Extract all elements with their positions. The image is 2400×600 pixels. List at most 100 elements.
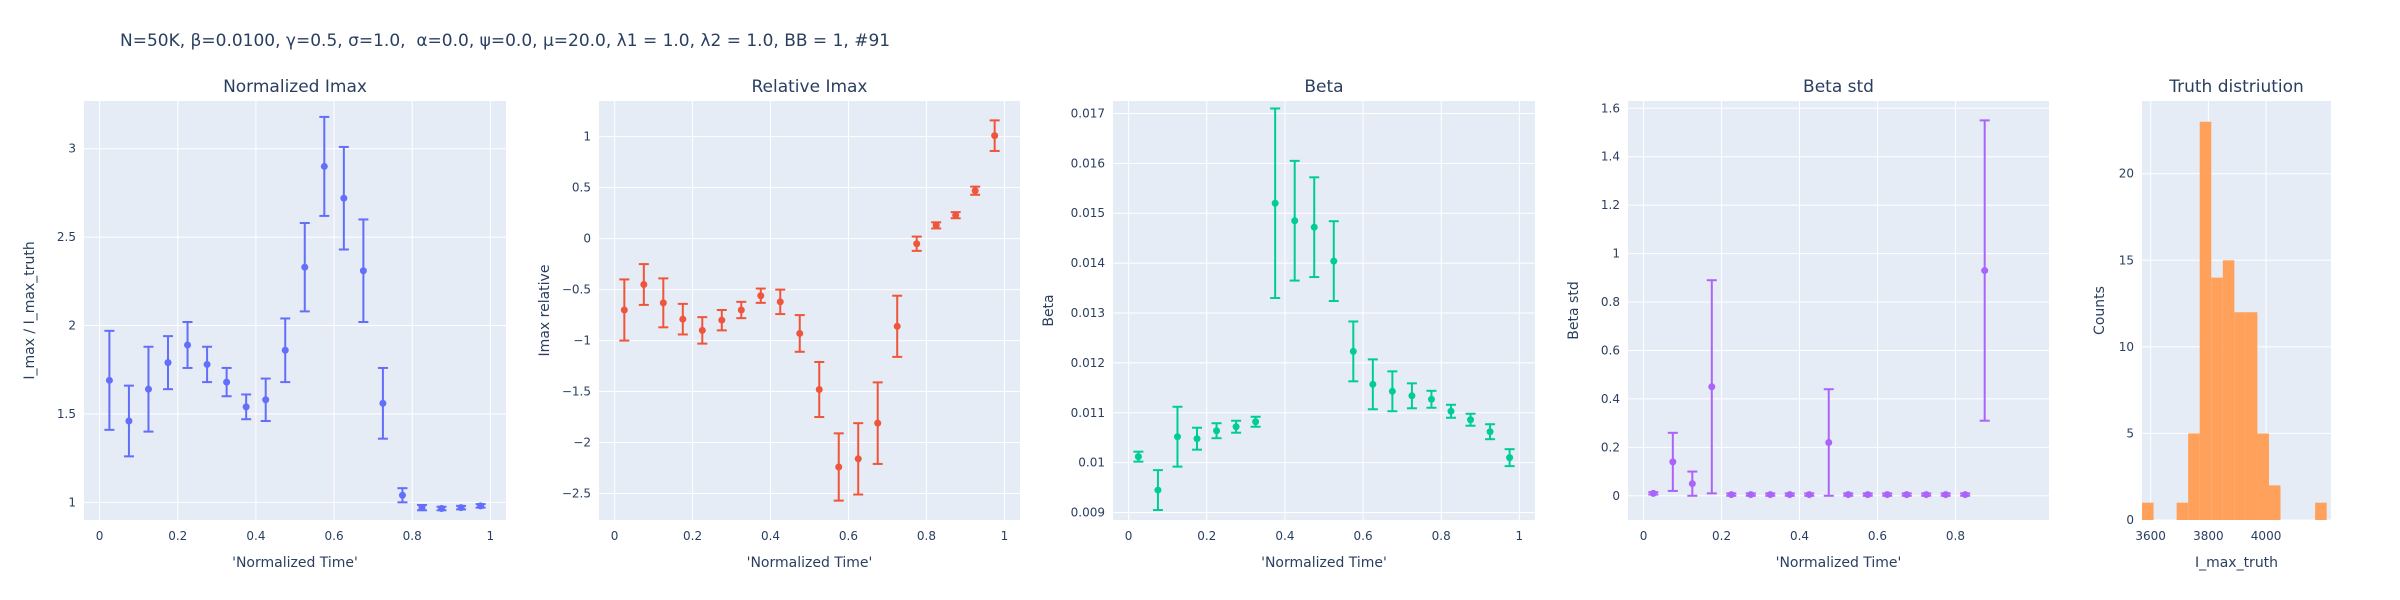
- x-tick-label: 1: [487, 529, 495, 543]
- data-point: [281, 346, 289, 354]
- data-point: [1154, 486, 1162, 494]
- data-point: [1213, 427, 1221, 435]
- subplot-title: Beta: [1304, 77, 1343, 97]
- data-point: [262, 396, 270, 404]
- data-point: [1883, 491, 1891, 499]
- y-tick-label: 15: [2119, 253, 2134, 267]
- histogram-bar: [2268, 485, 2281, 520]
- histogram-bar: [2234, 312, 2246, 520]
- data-point: [1747, 491, 1755, 499]
- y-tick-label: −1: [573, 334, 591, 348]
- y-tick-label: 0.014: [1071, 256, 1105, 270]
- data-point: [1981, 267, 1989, 275]
- data-point: [1291, 217, 1299, 225]
- y-tick-label: 1.5: [57, 407, 76, 421]
- y-axis-title: I_max / I_max_truth: [22, 241, 38, 379]
- x-tick-label: 0.4: [246, 529, 265, 543]
- y-tick-label: 0.4: [1601, 392, 1620, 406]
- x-tick-label: 0.6: [1354, 529, 1373, 543]
- data-point: [418, 504, 426, 512]
- histogram-bar: [2245, 312, 2258, 520]
- x-tick-label: 0: [1125, 529, 1133, 543]
- x-tick-label: 4000: [2251, 529, 2282, 543]
- x-tick-label: 0.4: [1790, 529, 1809, 543]
- data-point: [1844, 491, 1852, 499]
- data-point: [1349, 347, 1357, 355]
- y-tick-label: −2: [573, 436, 591, 450]
- subplot-title: Truth distriution: [2168, 77, 2304, 97]
- data-point: [1310, 223, 1318, 231]
- histogram-bar: [2222, 260, 2235, 520]
- data-point: [1330, 257, 1338, 265]
- data-point: [1942, 491, 1950, 499]
- data-point: [1232, 423, 1240, 431]
- y-tick-label: 0.015: [1071, 206, 1105, 220]
- x-tick-label: 0.2: [1197, 529, 1216, 543]
- plot-background: [1113, 101, 1535, 520]
- x-tick-label: 0.6: [839, 529, 858, 543]
- x-tick-label: 0: [1640, 529, 1648, 543]
- data-point: [1961, 491, 1969, 499]
- data-point: [223, 378, 231, 386]
- x-tick-label: 0.2: [683, 529, 702, 543]
- x-axis-title: 'Normalized Time': [1776, 555, 1902, 571]
- y-tick-label: 0: [2126, 513, 2134, 527]
- y-tick-label: 0.017: [1071, 106, 1105, 120]
- y-axis-title: Counts: [2092, 286, 2108, 335]
- y-tick-label: 20: [2119, 167, 2134, 181]
- panel-beta-std: 0 0.2 0.4 0.6 0.8 0 0.2 0.4 0.6 0.8 1 1.2 1.4 1.6 Beta…: [1566, 77, 2049, 571]
- data-point: [1193, 435, 1201, 443]
- data-point: [854, 455, 862, 463]
- panel-relative-imax: 0 0.2 0.4 0.6 0.8 1 −2.5 −2 −1.5 −1 −0.5 0 0.5 1 Relat…: [537, 77, 1020, 571]
- y-tick-label: 0.2: [1601, 440, 1620, 454]
- data-point: [477, 502, 485, 510]
- y-tick-label: 0.016: [1071, 156, 1105, 170]
- x-axis-title: 'Normalized Time': [232, 555, 358, 571]
- histogram-bar: [2315, 502, 2327, 520]
- x-tick-label: 3600: [2135, 529, 2166, 543]
- data-point: [640, 281, 648, 289]
- x-tick-label: 0: [96, 529, 104, 543]
- x-tick-label: 0.8: [1432, 529, 1451, 543]
- data-point: [835, 463, 843, 471]
- data-point: [359, 267, 367, 275]
- x-tick-label: 0.4: [1275, 529, 1294, 543]
- data-point: [1369, 380, 1377, 388]
- subplot-title: Beta std: [1803, 77, 1874, 97]
- histogram-bar: [2188, 433, 2200, 520]
- data-point: [757, 292, 765, 300]
- data-point: [932, 221, 940, 229]
- plot-background: [1628, 101, 2049, 520]
- x-axis-title: 'Normalized Time': [747, 555, 873, 571]
- data-point: [991, 132, 999, 140]
- data-point: [1708, 383, 1716, 391]
- y-tick-label: 10: [2119, 340, 2134, 354]
- data-point: [1669, 458, 1677, 466]
- y-tick-label: 0.01: [1078, 456, 1105, 470]
- x-tick-label: 0.2: [168, 529, 187, 543]
- data-point: [913, 240, 921, 248]
- data-point: [1252, 418, 1260, 426]
- histogram-bar: [2142, 502, 2154, 520]
- data-point: [1903, 491, 1911, 499]
- histogram-bar: [2199, 121, 2212, 521]
- data-point: [184, 341, 192, 349]
- data-point: [1649, 489, 1657, 497]
- x-tick-label: 1: [1001, 529, 1009, 543]
- subplot-title: Relative Imax: [751, 77, 867, 97]
- histogram-bar: [2211, 277, 2223, 520]
- data-point: [776, 298, 784, 306]
- x-tick-label: 0.6: [1868, 529, 1887, 543]
- data-point: [340, 194, 348, 202]
- x-tick-label: 0.8: [917, 529, 936, 543]
- data-point: [1467, 416, 1475, 424]
- data-point: [203, 360, 211, 368]
- data-point: [1408, 392, 1416, 400]
- x-tick-label: 0.2: [1712, 529, 1731, 543]
- x-tick-label: 0.8: [1946, 529, 1965, 543]
- y-tick-label: 2: [68, 319, 76, 333]
- data-point: [242, 403, 250, 411]
- data-point: [1447, 407, 1455, 415]
- x-tick-label: 1: [1516, 529, 1524, 543]
